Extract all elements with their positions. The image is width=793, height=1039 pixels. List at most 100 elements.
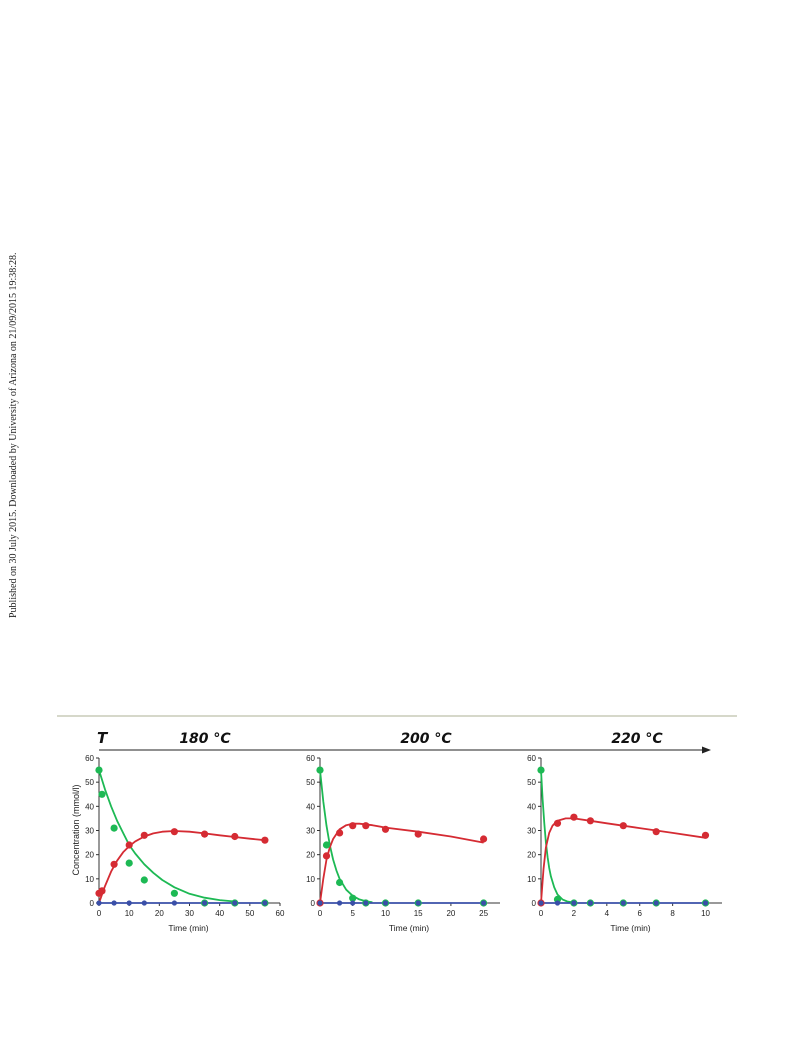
fit-curve-red <box>319 822 484 904</box>
panel-title: 180 °C <box>179 731 231 747</box>
data-point-red <box>231 832 239 841</box>
data-point-green <box>170 889 178 897</box>
fit-curve-green <box>319 770 373 904</box>
x-axis-title: Time (min) <box>610 923 650 933</box>
x-tick-label: 30 <box>185 909 194 918</box>
fit-curve-red <box>98 830 265 904</box>
x-tick-label: 0 <box>539 909 544 918</box>
y-tick-label: 40 <box>85 802 94 811</box>
data-point-red <box>201 830 209 838</box>
y-tick-label: 40 <box>527 802 536 811</box>
data-point-green <box>336 878 344 887</box>
panel-title: 220 °C <box>611 731 663 747</box>
x-tick-label: 60 <box>276 909 285 918</box>
x-tick-label: 20 <box>446 909 455 918</box>
data-point-blue <box>702 900 709 906</box>
side-note: Published on 30 July 2015. Downloaded by… <box>8 252 19 618</box>
y-tick-label: 50 <box>527 778 536 787</box>
chart-panel-2: 200 °C 0 10 20 30 40 50 60 0 5 10 15 20 25 Time (min) <box>306 731 500 933</box>
y-tick-label: 30 <box>85 827 94 836</box>
x-tick-label: 10 <box>701 909 710 918</box>
y-tick-label: 60 <box>85 754 94 763</box>
data-point-blue <box>96 900 102 906</box>
x-axis-title: Time (min) <box>389 923 429 933</box>
data-point-red <box>261 836 269 844</box>
data-point-blue <box>571 900 577 906</box>
x-tick-label: 0 <box>318 909 323 918</box>
chart-panel-1: 180 °C 0 10 20 30 40 50 60 0 10 20 30 40 50 60 Time (mi… <box>85 731 285 933</box>
y-tick-label: 10 <box>306 875 315 884</box>
x-tick-label: 5 <box>351 909 356 918</box>
data-point-red <box>140 831 148 839</box>
data-point-blue <box>653 900 659 906</box>
data-point-blue <box>232 900 238 906</box>
data-point-red <box>336 829 344 837</box>
data-point-red <box>701 831 710 839</box>
data-point-blue <box>620 900 626 906</box>
y-tick-label: 0 <box>311 899 316 908</box>
data-point-green <box>110 824 118 832</box>
data-point-blue <box>141 900 147 906</box>
data-point-red <box>414 830 422 838</box>
y-tick-label: 60 <box>306 754 315 763</box>
data-point-red <box>480 835 488 843</box>
y-tick-label: 0 <box>532 899 537 908</box>
x-tick-label: 50 <box>245 909 254 918</box>
x-tick-label: 10 <box>381 909 390 918</box>
side-note-text: Published on 30 July 2015. Downloaded by… <box>8 252 19 618</box>
fit-curve-green <box>98 769 235 903</box>
x-axis-title: Time (min) <box>168 923 208 933</box>
y-tick-label: 20 <box>85 851 94 860</box>
data-point-red <box>362 822 370 830</box>
x-tick-label: 40 <box>215 909 224 918</box>
x-tick-label: 10 <box>125 909 134 918</box>
y-axis-title: Concentration (mmol/l) <box>71 784 81 875</box>
data-point-green <box>98 790 106 798</box>
data-point-green <box>537 766 545 774</box>
y-tick-label: 10 <box>527 875 536 884</box>
y-tick-label: 30 <box>527 827 536 836</box>
data-point-red <box>553 819 562 827</box>
data-point-red <box>322 852 331 860</box>
temperature-arrow-head <box>702 746 711 754</box>
x-tick-label: 25 <box>479 909 488 918</box>
x-tick-label: 8 <box>670 909 675 918</box>
fit-curve-red <box>540 817 706 904</box>
data-point-green <box>349 894 357 902</box>
x-tick-label: 15 <box>414 909 423 918</box>
y-tick-label: 50 <box>306 778 315 787</box>
data-point-blue <box>262 900 268 906</box>
fit-curve-green <box>540 770 575 904</box>
data-point-red <box>570 813 578 821</box>
data-point-blue <box>363 900 369 906</box>
y-tick-label: 20 <box>306 851 315 860</box>
data-point-blue <box>126 900 132 906</box>
y-tick-label: 10 <box>85 875 94 884</box>
y-tick-label: 0 <box>90 899 95 908</box>
data-point-blue <box>554 900 561 906</box>
x-tick-label: 2 <box>572 909 577 918</box>
panel-title: 200 °C <box>400 731 452 747</box>
x-tick-label: 6 <box>638 909 643 918</box>
y-tick-label: 20 <box>527 851 536 860</box>
data-point-blue <box>317 900 323 906</box>
y-tick-label: 30 <box>306 827 315 836</box>
data-point-blue <box>415 900 421 906</box>
data-point-red <box>98 887 106 895</box>
y-tick-label: 40 <box>306 802 315 811</box>
data-point-green <box>140 876 148 884</box>
data-point-blue <box>337 900 343 906</box>
data-point-blue <box>111 900 117 906</box>
data-point-red <box>170 828 178 836</box>
data-point-green <box>95 766 103 774</box>
data-point-blue <box>587 900 594 906</box>
data-point-green <box>125 859 133 867</box>
data-point-red <box>110 860 118 868</box>
data-point-red <box>619 822 627 830</box>
data-point-blue <box>538 900 544 906</box>
data-point-blue <box>202 900 208 906</box>
data-point-blue <box>481 900 487 906</box>
data-point-red <box>125 841 133 849</box>
x-tick-label: 4 <box>605 909 610 918</box>
